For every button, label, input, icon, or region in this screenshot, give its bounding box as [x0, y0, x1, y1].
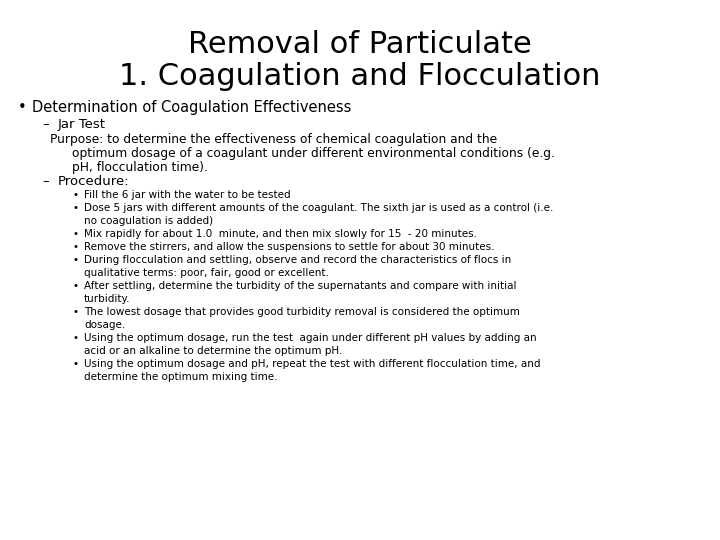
- Text: Purpose: to determine the effectiveness of chemical coagulation and the: Purpose: to determine the effectiveness …: [50, 133, 497, 146]
- Text: Procedure:: Procedure:: [58, 175, 130, 188]
- Text: •: •: [72, 255, 78, 265]
- Text: turbidity.: turbidity.: [84, 294, 130, 304]
- Text: •: •: [72, 203, 78, 213]
- Text: The lowest dosage that provides good turbidity removal is considered the optimum: The lowest dosage that provides good tur…: [84, 307, 520, 317]
- Text: determine the optimum mixing time.: determine the optimum mixing time.: [84, 372, 277, 382]
- Text: •: •: [72, 307, 78, 317]
- Text: •: •: [72, 281, 78, 291]
- Text: 1. Coagulation and Flocculation: 1. Coagulation and Flocculation: [120, 62, 600, 91]
- Text: Jar Test: Jar Test: [58, 118, 106, 131]
- Text: Using the optimum dosage, run the test  again under different pH values by addin: Using the optimum dosage, run the test a…: [84, 333, 536, 343]
- Text: •: •: [72, 333, 78, 343]
- Text: Dose 5 jars with different amounts of the coagulant. The sixth jar is used as a : Dose 5 jars with different amounts of th…: [84, 203, 554, 213]
- Text: Removal of Particulate: Removal of Particulate: [188, 30, 532, 59]
- Text: dosage.: dosage.: [84, 320, 125, 330]
- Text: After settling, determine the turbidity of the supernatants and compare with ini: After settling, determine the turbidity …: [84, 281, 516, 291]
- Text: Determination of Coagulation Effectiveness: Determination of Coagulation Effectivene…: [32, 100, 351, 115]
- Text: optimum dosage of a coagulant under different environmental conditions (e.g.: optimum dosage of a coagulant under diff…: [72, 147, 555, 160]
- Text: –: –: [42, 175, 49, 188]
- Text: •: •: [18, 100, 27, 115]
- Text: •: •: [72, 229, 78, 239]
- Text: Using the optimum dosage and pH, repeat the test with different flocculation tim: Using the optimum dosage and pH, repeat …: [84, 359, 541, 369]
- Text: During flocculation and settling, observe and record the characteristics of floc: During flocculation and settling, observ…: [84, 255, 511, 265]
- Text: Fill the 6 jar with the water to be tested: Fill the 6 jar with the water to be test…: [84, 190, 291, 200]
- Text: acid or an alkaline to determine the optimum pH.: acid or an alkaline to determine the opt…: [84, 346, 343, 356]
- Text: •: •: [72, 242, 78, 252]
- Text: Remove the stirrers, and allow the suspensions to settle for about 30 minutes.: Remove the stirrers, and allow the suspe…: [84, 242, 495, 252]
- Text: pH, flocculation time).: pH, flocculation time).: [72, 161, 208, 174]
- Text: no coagulation is added): no coagulation is added): [84, 216, 213, 226]
- Text: –: –: [42, 118, 49, 131]
- Text: •: •: [72, 359, 78, 369]
- Text: qualitative terms: poor, fair, good or excellent.: qualitative terms: poor, fair, good or e…: [84, 268, 329, 278]
- Text: Mix rapidly for about 1.0  minute, and then mix slowly for 15  - 20 minutes.: Mix rapidly for about 1.0 minute, and th…: [84, 229, 477, 239]
- Text: •: •: [72, 190, 78, 200]
